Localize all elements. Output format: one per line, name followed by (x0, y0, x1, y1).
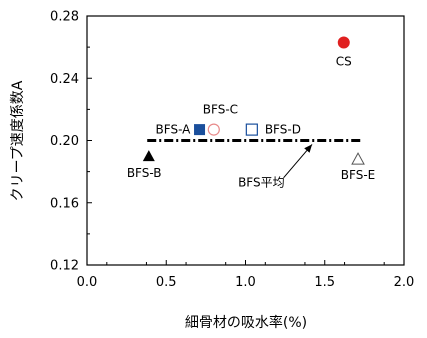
bfs-b-label: BFS-B (127, 166, 162, 180)
reference-line-group: BFS平均 (147, 139, 362, 189)
y-axis-label: クリープ速度係数A (10, 80, 26, 201)
bfs-d-label: BFS-D (265, 123, 301, 137)
bfs-c-point (207, 123, 220, 136)
point-labels: BFS-A BFS-B BFS-C BFS-D BFS-E CS (127, 54, 375, 182)
cs-label: CS (336, 54, 352, 68)
bfs-d-point (245, 123, 258, 136)
y-tick-label: 0.24 (50, 72, 79, 87)
x-tick-label: 1.0 (235, 275, 256, 290)
y-tick-label: 0.12 (50, 259, 79, 274)
y-tick-label: 0.20 (50, 134, 79, 149)
bfs-a-label: BFS-A (156, 123, 192, 137)
bfs-c-label: BFS-C (203, 103, 238, 117)
x-tick-label: 1.5 (314, 275, 335, 290)
bfs-e-point (351, 152, 365, 165)
bfs-e-label: BFS-E (341, 168, 375, 182)
x-tick-label: 2.0 (394, 275, 415, 290)
bfs-a-point (194, 124, 206, 136)
x-axis-label: 細骨材の吸水率(%) (185, 314, 307, 331)
bfs-b-point (142, 150, 155, 162)
annotation-arrow-head (304, 144, 313, 153)
y-tick-label: 0.16 (50, 196, 79, 211)
data-points (142, 36, 365, 165)
y-tick-label: 0.28 (50, 10, 79, 25)
bfs-average-label: BFS平均 (238, 175, 285, 189)
x-tick-label: 0.5 (156, 275, 177, 290)
tick-labels: 0.0 0.5 1.0 1.5 2.0 0.12 0.16 0.20 0.24 0.28 (50, 10, 414, 291)
axes (86, 15, 405, 266)
x-tick-label: 0.0 (77, 275, 98, 290)
cs-point (337, 36, 350, 49)
